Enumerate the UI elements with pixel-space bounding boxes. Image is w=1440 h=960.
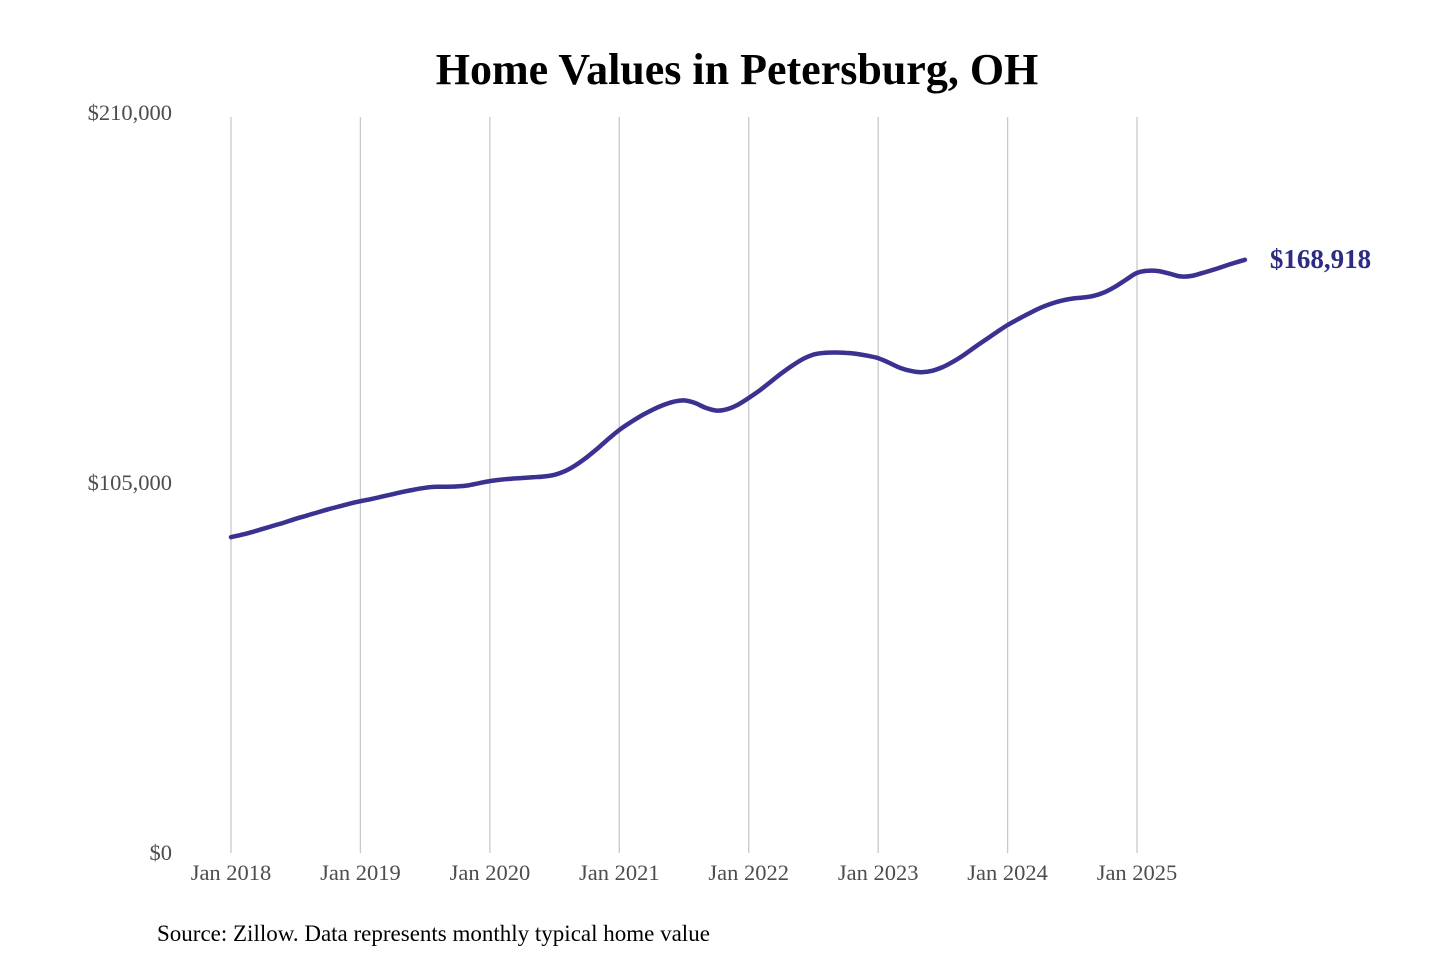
y-tick-label: $0: [150, 840, 173, 865]
y-tick-label: $210,000: [88, 100, 172, 125]
x-tick-label: Jan 2019: [320, 860, 401, 885]
plot-area: Jan 2018 Jan 2019 Jan 2020 Jan 2021 Jan 2022…: [88, 100, 1372, 885]
x-tick-label: Jan 2024: [967, 860, 1048, 885]
x-tick-label: Jan 2022: [708, 860, 789, 885]
y-tick-label: $105,000: [88, 470, 172, 495]
x-tick-label: Jan 2020: [450, 860, 531, 885]
source-note: Source: Zillow. Data represents monthly …: [157, 921, 710, 946]
x-tick-label: Jan 2023: [838, 860, 919, 885]
chart-title: Home Values in Petersburg, OH: [436, 45, 1039, 94]
home-value-series-line: [228, 257, 1248, 540]
x-tick-label: Jan 2018: [191, 860, 272, 885]
final-value-label: $168,918: [1270, 244, 1371, 274]
x-tick-label: Jan 2025: [1097, 860, 1178, 885]
x-tick-label: Jan 2021: [579, 860, 660, 885]
